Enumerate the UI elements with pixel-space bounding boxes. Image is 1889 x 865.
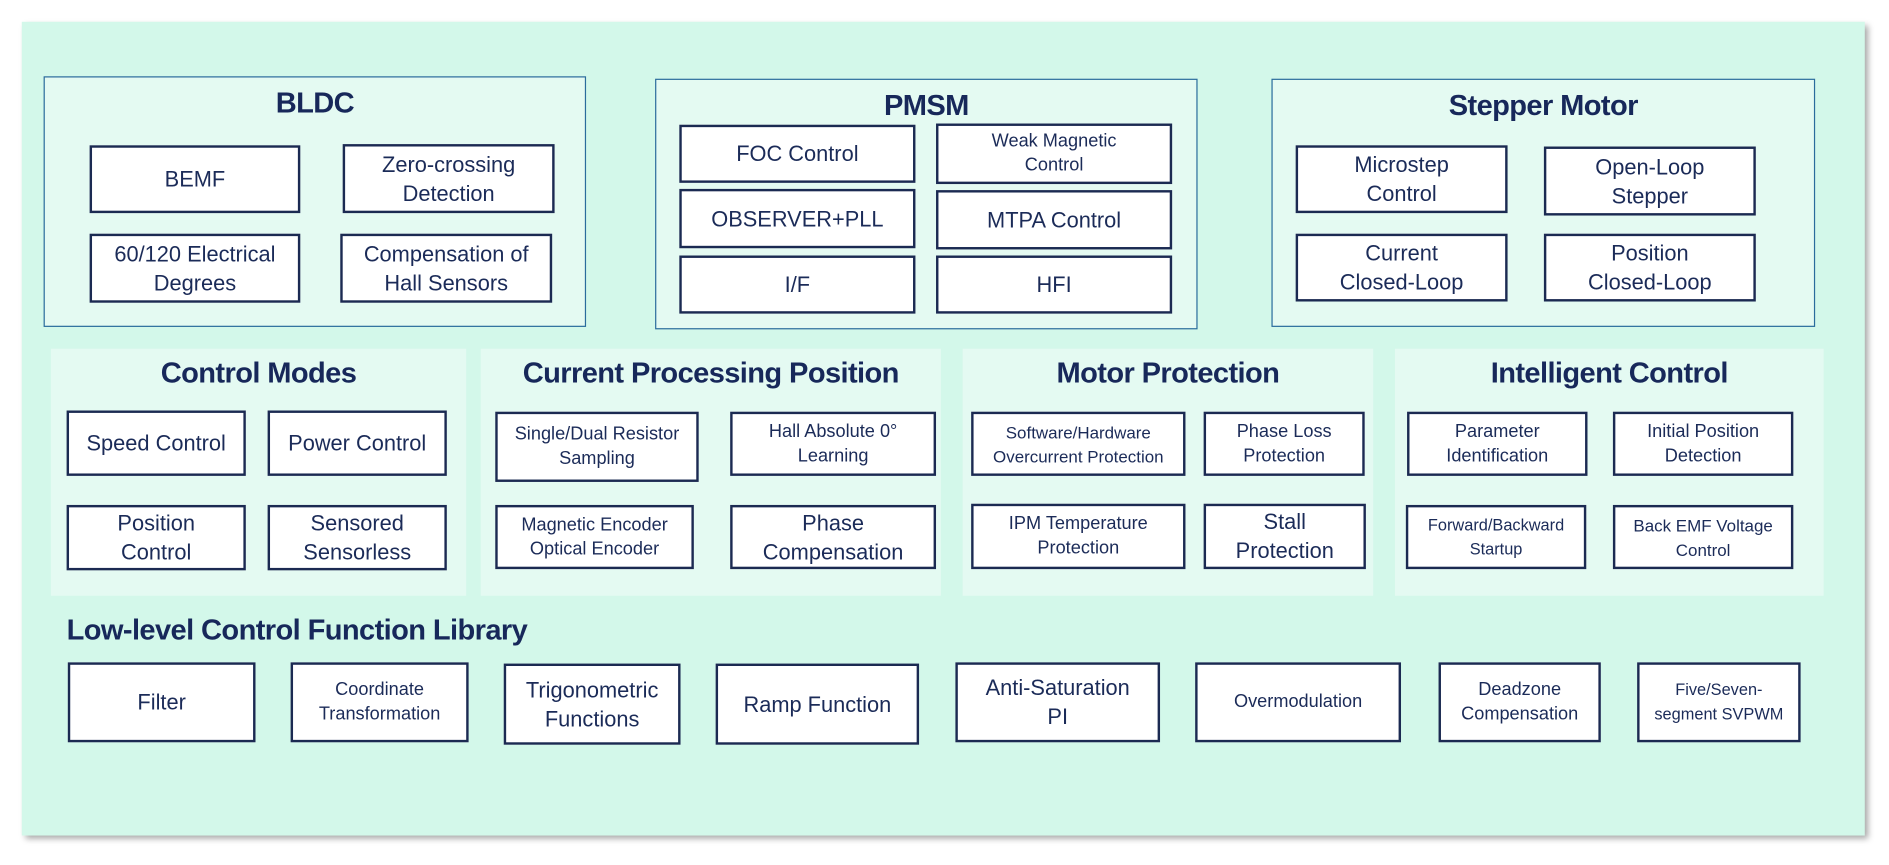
library-title: Low-level Control Function Library: [66, 613, 528, 647]
bldc-item: 60/120 Electrical Degrees: [89, 233, 301, 303]
bldc-item: BEMF: [89, 145, 301, 214]
pmsm-item: HFI: [936, 255, 1173, 314]
stepper-item: Position Closed-Loop: [1543, 233, 1756, 302]
stepper-item: Microstep Control: [1295, 145, 1508, 214]
group-title: Intelligent Control: [1490, 357, 1729, 390]
group-title: Stepper Motor: [1448, 89, 1639, 123]
motor-protection-item: Stall Protection: [1203, 503, 1366, 570]
intelligent-control-item: Back EMF Voltage Control: [1612, 504, 1794, 570]
group-title: Motor Protection: [1056, 357, 1280, 390]
group-title: Current Processing Position: [522, 357, 900, 390]
pmsm-item: FOC Control: [679, 124, 916, 183]
intelligent-control-item: Forward/Backward Startup: [1405, 504, 1587, 570]
group-title: Control Modes: [160, 357, 357, 390]
control-mode-item: Position Control: [66, 504, 246, 571]
group-title: BLDC: [275, 87, 355, 120]
pmsm-item: I/F: [679, 255, 916, 314]
pmsm-item: OBSERVER+PLL: [679, 188, 916, 249]
control-mode-item: Speed Control: [66, 410, 246, 476]
current-processing-item: Magnetic Encoder Optical Encoder: [495, 504, 694, 570]
motor-protection-item: Phase Loss Protection: [1203, 411, 1365, 476]
pmsm-item: Weak Magnetic Control: [936, 123, 1173, 185]
library-item: Filter: [67, 662, 256, 743]
current-processing-item: Single/Dual Resistor Sampling: [495, 411, 699, 482]
group-title: PMSM: [883, 89, 969, 123]
library-item: Coordinate Transformation: [290, 662, 469, 743]
stepper-item: Open-Loop Stepper: [1543, 146, 1756, 216]
stepper-item: Current Closed-Loop: [1295, 233, 1508, 302]
library-item: Overmodulation: [1195, 662, 1402, 743]
motor-protection-item: IPM Temperature Protection: [971, 503, 1186, 570]
current-processing-item: Hall Absolute 0° Learning: [730, 411, 937, 476]
intelligent-control-item: Parameter Identification: [1407, 411, 1588, 476]
current-processing-item: Phase Compensation: [730, 504, 937, 570]
control-mode-item: Power Control: [267, 410, 447, 476]
intelligent-control-item: Initial Position Detection: [1612, 411, 1794, 476]
pmsm-item: MTPA Control: [936, 190, 1173, 250]
motor-protection-item: Software/Hardware Overcurrent Protection: [971, 411, 1186, 476]
library-item: Ramp Function: [715, 663, 920, 745]
library-item: Anti-Saturation PI: [955, 662, 1161, 743]
control-mode-item: Sensored Sensorless: [267, 504, 447, 571]
library-item: Five/Seven- segment SVPWM: [1637, 662, 1801, 743]
bldc-item: Zero-crossing Detection: [342, 144, 555, 214]
library-item: Trigonometric Functions: [503, 663, 681, 745]
bldc-item: Compensation of Hall Sensors: [340, 233, 553, 303]
library-item: Deadzone Compensation: [1438, 662, 1601, 743]
